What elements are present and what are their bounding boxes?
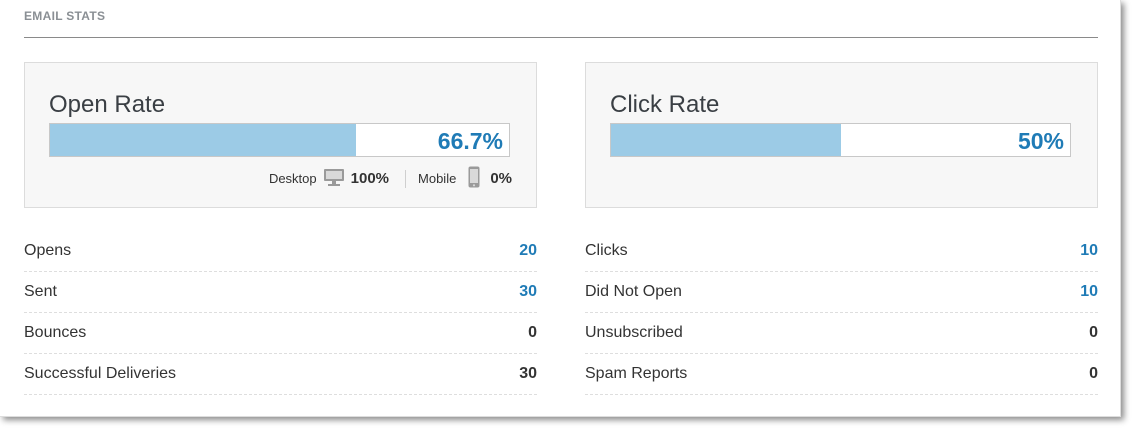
stat-value: 30	[519, 365, 537, 382]
desktop-label: Desktop	[268, 171, 317, 186]
stat-value: 0	[1089, 324, 1098, 341]
stat-row-unsubscribed: Unsubscribed 0	[585, 313, 1098, 354]
mobile-phone-icon	[468, 166, 480, 191]
open-rate-card: Open Rate 66.7% Desktop 100%	[24, 62, 537, 208]
stat-value-link[interactable]: 20	[519, 242, 537, 259]
click-rate-card: Click Rate 50%	[585, 62, 1098, 208]
click-rate-value: 50%	[1017, 128, 1064, 154]
stat-value-link[interactable]: 30	[519, 283, 537, 300]
click-rate-title: Click Rate	[610, 91, 720, 118]
open-rate-bar: 66.7%	[49, 123, 510, 157]
stat-label: Spam Reports	[585, 365, 688, 382]
stat-row-opens: Opens 20	[24, 231, 537, 272]
stat-value: 0	[528, 324, 537, 341]
stat-label: Sent	[24, 283, 57, 300]
click-rate-bar-fill	[611, 124, 841, 156]
mobile-stat: Mobile 0%	[418, 166, 512, 191]
open-rate-bar-fill	[50, 124, 357, 156]
right-stats-list: Clicks 10 Did Not Open 10 Unsubscribed 0…	[585, 231, 1098, 395]
stat-row-successful-deliveries: Successful Deliveries 30	[24, 354, 537, 395]
device-divider	[405, 169, 407, 188]
click-rate-bar: 50%	[610, 123, 1071, 157]
header-divider	[24, 37, 1098, 38]
section-title: EMAIL STATS	[24, 9, 106, 23]
stat-label: Did Not Open	[585, 283, 682, 300]
stat-label: Opens	[24, 242, 72, 259]
stat-value-link[interactable]: 10	[1080, 242, 1098, 259]
stat-value-link[interactable]: 10	[1080, 283, 1098, 300]
stat-label: Successful Deliveries	[24, 365, 177, 382]
open-rate-title: Open Rate	[49, 91, 166, 118]
stat-row-bounces: Bounces 0	[24, 313, 537, 354]
mobile-value: 0%	[490, 170, 512, 187]
desktop-stat: Desktop 100%	[269, 168, 389, 189]
device-breakdown: Desktop 100% Mobile	[269, 166, 512, 191]
stat-label: Bounces	[24, 324, 87, 341]
stat-row-clicks: Clicks 10	[585, 231, 1098, 272]
stat-value: 0	[1089, 365, 1098, 382]
stat-row-sent: Sent 30	[24, 272, 537, 313]
left-stats-list: Opens 20 Sent 30 Bounces 0 Successful De…	[24, 231, 537, 395]
mobile-label: Mobile	[418, 171, 457, 186]
email-stats-panel: EMAIL STATS Open Rate 66.7% Desktop 100%	[0, 0, 1121, 417]
stat-label: Clicks	[585, 242, 628, 259]
stat-row-did-not-open: Did Not Open 10	[585, 272, 1098, 313]
desktop-value: 100%	[350, 170, 390, 187]
stat-row-spam-reports: Spam Reports 0	[585, 354, 1098, 395]
desktop-monitor-icon	[323, 168, 345, 189]
open-rate-value: 66.7%	[437, 128, 503, 154]
stat-label: Unsubscribed	[585, 324, 683, 341]
